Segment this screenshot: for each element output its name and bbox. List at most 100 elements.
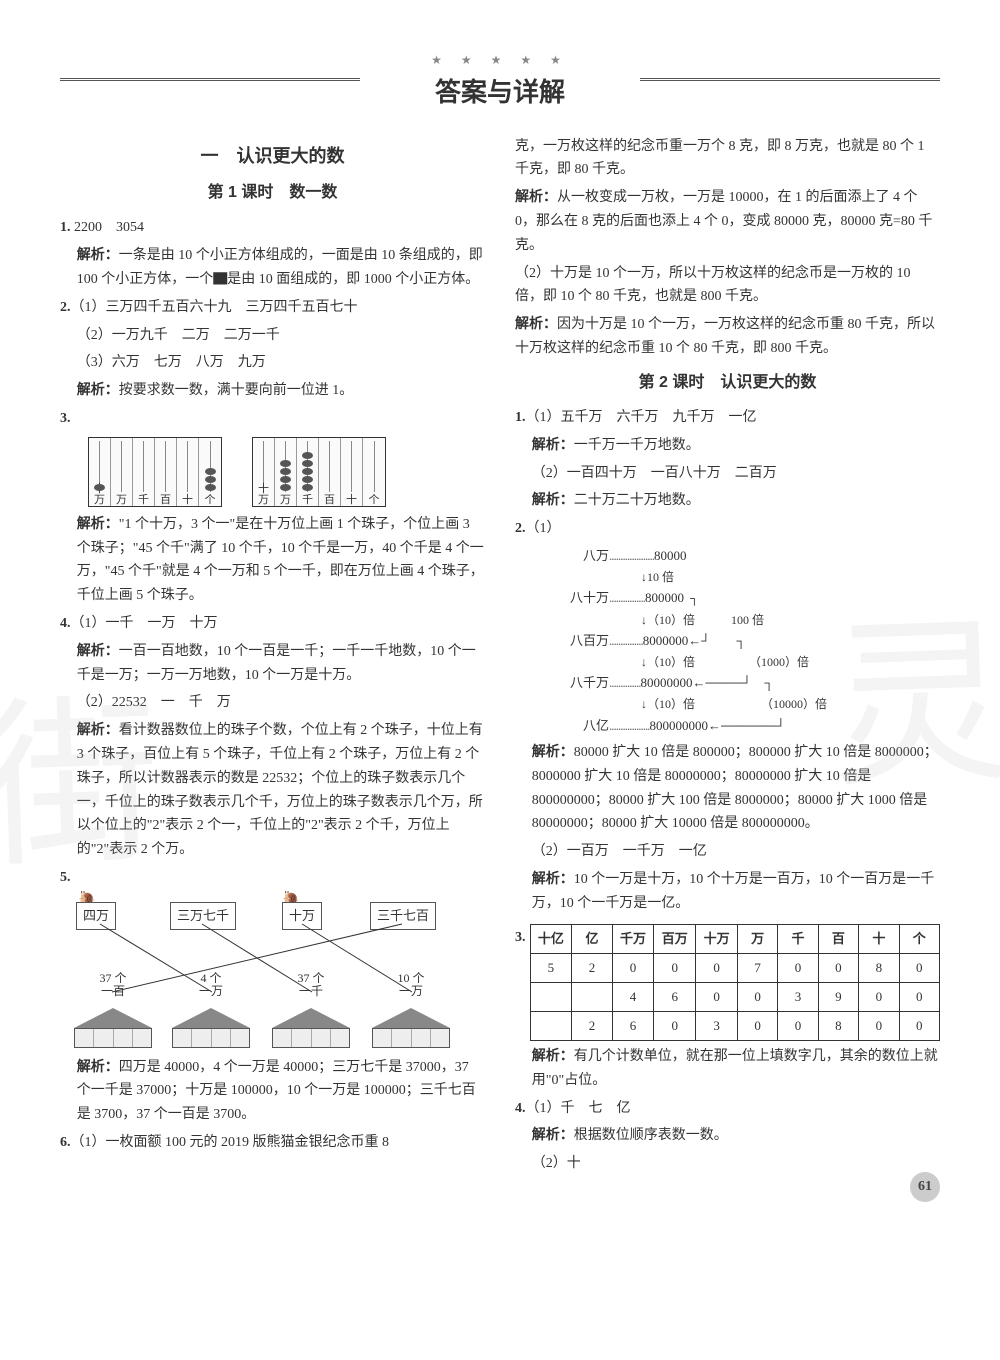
analysis-label: 解析： (532, 493, 574, 508)
rq3-wrap: 3. 十亿 亿 千万 百万 十万 万 千 百 十 个 5200070080 (515, 920, 940, 1045)
rod-label: 百 (319, 495, 340, 506)
analysis-label: 解析： (77, 517, 119, 532)
rq2-a-analysis: 解析：80000 扩大 10 倍是 800000；800000 扩大 10 倍是… (515, 741, 940, 836)
rq1-a-analysis-text: 一千万一千万地数。 (574, 438, 700, 453)
q4: 4.（1）一千 一万 十万 (60, 612, 485, 636)
rq1-num: 1. (515, 410, 526, 425)
rq2: 2.（1） (515, 517, 940, 541)
q3: 3. (60, 407, 485, 431)
analysis-label: 解析： (515, 317, 557, 332)
mult-arrow: ↓（10）倍 （10000）倍 (531, 694, 940, 714)
mult-label: 八万 (531, 545, 609, 567)
th: 十 (859, 924, 899, 953)
bracket-label: （10000）倍 (767, 697, 827, 711)
rq1-b-analysis: 解析：二十万二十万地数。 (515, 489, 940, 513)
bracket-label: （1000）倍 (755, 655, 809, 669)
mult-label: 八千万 (531, 672, 609, 694)
rod-label: 千 (297, 495, 318, 506)
mult-label: 八百万 (531, 630, 609, 652)
q4-b-analysis: 解析：看计数器数位上的珠子个数，个位上有 2 个珠子，十位上有 3 个珠子，百位… (60, 719, 485, 862)
td: 2 (572, 953, 612, 982)
rq1-b-analysis-text: 二十万二十万地数。 (574, 493, 700, 508)
td: 0 (818, 953, 858, 982)
th: 十万 (696, 924, 738, 953)
mult-num: 80000 (654, 545, 687, 567)
td: 0 (737, 982, 777, 1011)
right-column: 克，一万枚这样的纪念币重一万个 8 克，即 8 万克，也就是 80 个 1 千克… (515, 135, 940, 1180)
house-2: 4 个 一万 (172, 1008, 250, 1048)
analysis-label: 解析： (532, 872, 574, 887)
q2-analysis: 解析：按要求数一数，满十要向前一位进 1。 (60, 379, 485, 403)
q4-a: （1）一千 一万 十万 (71, 616, 218, 631)
q1-analysis: 解析：一条是由 10 个小正方体组成的，一面是由 10 条组成的，即 100 个… (60, 244, 485, 292)
header-stars: ★ ★ ★ ★ ★ (60, 50, 940, 70)
page-number: 61 (910, 1172, 940, 1202)
th: 万 (737, 924, 777, 953)
r-top-p1-analysis: 解析：从一枚变成一万枚，一万是 10000，在 1 的后面添上了 4 个 0，那… (515, 186, 940, 257)
rod-label: 十 (341, 495, 362, 506)
top-box-1: 四万 (76, 902, 116, 930)
q3-analysis: 解析："1 个十万，3 个一"是在十万位上画 1 个珠子，个位上画 3 个珠子；… (60, 513, 485, 608)
rq1-b: （2）一百四十万 一百八十万 二百万 (515, 462, 940, 486)
q1-ans: 2200 3054 (74, 220, 144, 235)
left-column: 一 认识更大的数 第 1 课时 数一数 1. 2200 3054 解析：一条是由… (60, 135, 485, 1180)
rule-right (640, 78, 940, 81)
rq3-num: 3. (515, 926, 526, 950)
top-box-2: 三万七千 (170, 902, 236, 930)
rod-label: 十 (177, 495, 198, 506)
house-3: 37 个 一千 (272, 1008, 350, 1048)
th: 十亿 (530, 924, 572, 953)
house-label: 37 个 一千 (272, 972, 350, 998)
rq4: 4.（1）千 七 亿 (515, 1097, 940, 1121)
td: 0 (654, 1011, 696, 1040)
mult-num: 800000 (645, 587, 684, 609)
q2-c: （3）六万 七万 八万 九万 (60, 351, 485, 375)
analysis-label: 解析： (77, 644, 119, 659)
q5-num: 5. (60, 870, 71, 885)
table-header-row: 十亿 亿 千万 百万 十万 万 千 百 十 个 (530, 924, 940, 953)
mult-bracket: ┐ (690, 588, 699, 608)
chapter-title: 一 认识更大的数 (60, 141, 485, 172)
mult-num: 80000000 (641, 672, 693, 694)
page-header: ★ ★ ★ ★ ★ 答案与详解 (60, 50, 940, 115)
th: 亿 (572, 924, 612, 953)
td: 0 (696, 953, 738, 982)
q4-b: （2）22532 一 千 万 (60, 691, 485, 715)
table-row: 5200070080 (530, 953, 940, 982)
td: 9 (818, 982, 858, 1011)
td: 4 (612, 982, 654, 1011)
th: 百万 (654, 924, 696, 953)
house-1: 37 个 一百 (74, 1008, 152, 1048)
lesson1-title: 第 1 课时 数一数 (60, 179, 485, 206)
td: 3 (778, 982, 818, 1011)
td: 0 (899, 982, 939, 1011)
mult-dots: ................ (609, 587, 645, 609)
td: 3 (696, 1011, 738, 1040)
rq1: 1.（1）五千万 六千万 九千万 一亿 (515, 406, 940, 430)
r-top-p1: 克，一万枚这样的纪念币重一万个 8 克，即 8 万克，也就是 80 个 1 千克… (515, 135, 940, 183)
td: 2 (572, 1011, 612, 1040)
mult-dots: .................... (609, 545, 654, 567)
q6-text: （1）一枚面额 100 元的 2019 版熊猫金银纪念币重 8 (71, 1135, 390, 1150)
header-title: 答案与详解 (419, 70, 581, 114)
th: 千 (778, 924, 818, 953)
q1-analysis-text: 一条是由 10 个小正方体组成的，一面是由 10 条组成的，即 100 个小正方… (77, 248, 483, 287)
q1-num: 1. (60, 220, 71, 235)
rule-left (60, 78, 360, 81)
rod-label: 万 (111, 495, 132, 506)
td: 6 (654, 982, 696, 1011)
rq3-analysis: 解析：有几个计数单位，就在那一位上填数字几，其余的数位上就用"0"占位。 (515, 1045, 940, 1093)
rod-label: 百 (155, 495, 176, 506)
td: 8 (859, 953, 899, 982)
content-columns: 一 认识更大的数 第 1 课时 数一数 1. 2200 3054 解析：一条是由… (60, 135, 940, 1180)
analysis-label: 解析： (77, 248, 119, 263)
th: 百 (818, 924, 858, 953)
td: 0 (696, 982, 738, 1011)
rq2-b-analysis: 解析：10 个一万是十万，10 个十万是一百万，10 个一百万是一千万，10 个… (515, 868, 940, 916)
r-top-p2: （2）十万是 10 个一万，所以十万枚这样的纪念币是一万枚的 10 倍，即 10… (515, 262, 940, 310)
q6-num: 6. (60, 1135, 71, 1150)
analysis-label: 解析： (77, 383, 119, 398)
lesson2-title: 第 2 课时 认识更大的数 (515, 369, 940, 396)
place-value-table: 十亿 亿 千万 百万 十万 万 千 百 十 个 5200070080 46003… (530, 924, 941, 1041)
td (572, 982, 612, 1011)
